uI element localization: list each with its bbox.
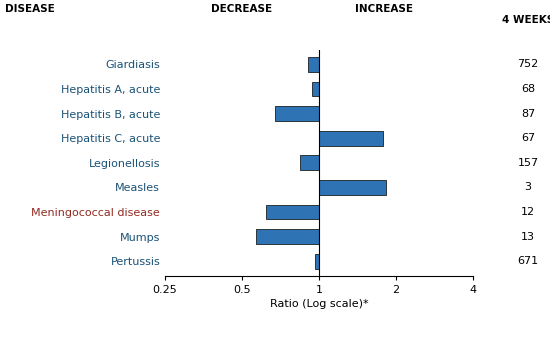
Text: 3: 3 [525, 182, 531, 193]
Text: 12: 12 [521, 207, 535, 217]
Text: 752: 752 [518, 59, 538, 69]
Bar [300, 155, 319, 170]
Text: DISEASE: DISEASE [6, 4, 55, 14]
Bar [266, 205, 319, 219]
Bar [256, 229, 319, 244]
Text: INCREASE: INCREASE [355, 4, 413, 14]
Text: 87: 87 [521, 109, 535, 119]
Bar [274, 106, 319, 121]
X-axis label: Ratio (Log scale)*: Ratio (Log scale)* [270, 299, 368, 309]
Text: DECREASE: DECREASE [211, 4, 273, 14]
Bar [319, 131, 383, 145]
Text: 67: 67 [521, 133, 535, 143]
Text: 4 WEEKS: 4 WEEKS [502, 15, 550, 25]
Bar [308, 57, 319, 72]
Text: 157: 157 [518, 158, 538, 168]
Bar [311, 81, 319, 96]
Text: 68: 68 [521, 84, 535, 94]
Bar [319, 180, 386, 195]
Text: 671: 671 [518, 256, 538, 266]
Text: 13: 13 [521, 232, 535, 242]
Bar [315, 254, 319, 269]
